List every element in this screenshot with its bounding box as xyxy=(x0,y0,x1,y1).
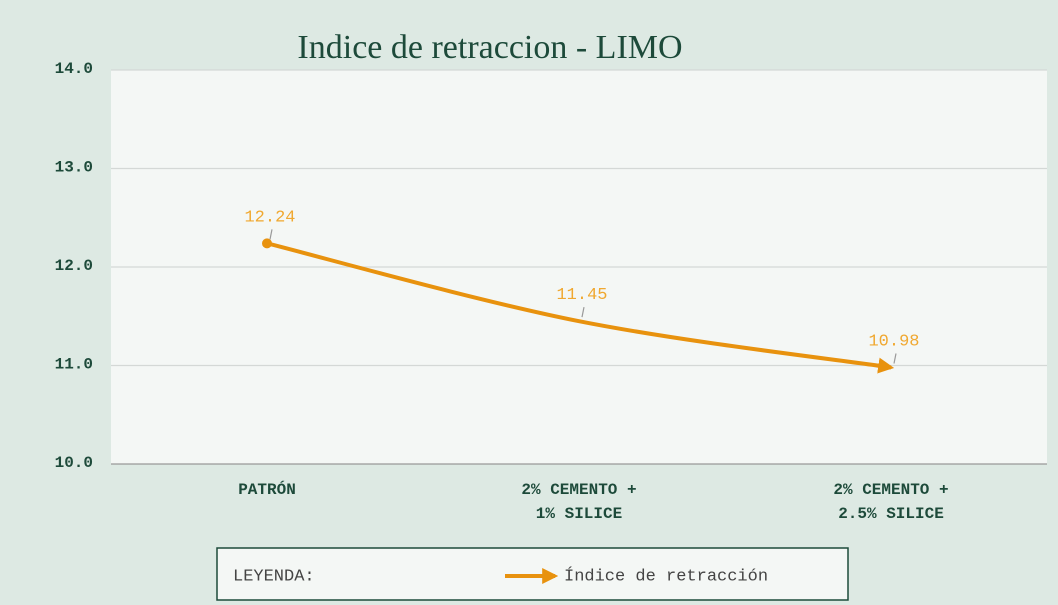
data-label: 10.98 xyxy=(868,332,919,351)
y-tick-label: 13.0 xyxy=(55,159,93,177)
x-tick-label: 2% CEMENTO +1% SILICE xyxy=(521,481,636,523)
chart-title: Indice de retraccion - LIMO xyxy=(297,29,682,66)
data-label: 12.24 xyxy=(244,208,295,227)
series-line xyxy=(266,241,895,374)
y-tick-label: 11.0 xyxy=(55,356,93,374)
data-label: 11.45 xyxy=(556,286,607,305)
legend-title: LEYENDA: xyxy=(233,567,315,586)
label-leader xyxy=(269,229,273,240)
legend-label: Índice de retracción xyxy=(564,566,768,586)
x-tick-label: PATRÓN xyxy=(238,480,296,499)
y-tick-label: 12.0 xyxy=(55,257,93,275)
legend-box xyxy=(216,547,849,601)
y-tick-label: 10.0 xyxy=(55,454,93,472)
x-tick-label: 2% CEMENTO +2.5% SILICE xyxy=(833,481,948,523)
label-leader xyxy=(581,307,585,318)
y-tick-label: 14.0 xyxy=(55,60,93,78)
start-point xyxy=(262,238,272,249)
label-leader xyxy=(893,353,897,364)
